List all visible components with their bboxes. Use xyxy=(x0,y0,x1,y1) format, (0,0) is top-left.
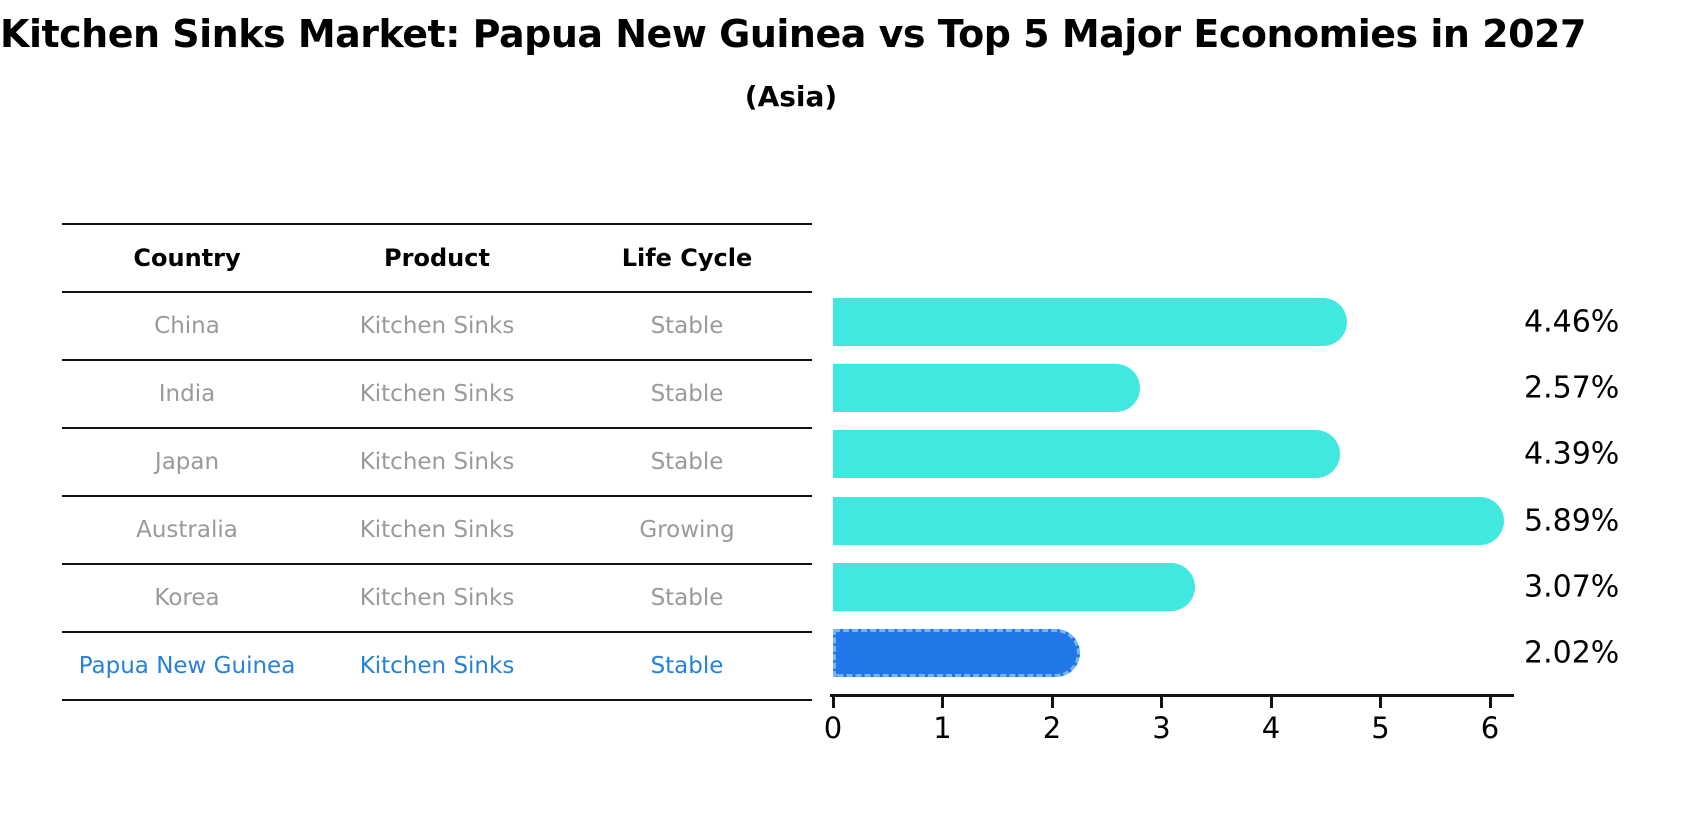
tick-label: 0 xyxy=(823,711,843,745)
value-label: 3.07% xyxy=(1524,569,1620,605)
x-axis-line xyxy=(830,694,1514,697)
bar-row: 5.89% xyxy=(833,488,1619,554)
table-row: Australia Kitchen Sinks Growing xyxy=(62,497,812,565)
cell-country: India xyxy=(158,381,216,407)
column-header-lifecycle: Life Cycle xyxy=(621,244,753,272)
value-label: 5.89% xyxy=(1524,503,1620,538)
tick-mark xyxy=(1488,697,1492,708)
cell-product: Kitchen Sinks xyxy=(359,653,515,679)
tick-mark xyxy=(831,697,835,708)
value-label: 4.39% xyxy=(1524,436,1620,472)
tick-mark xyxy=(941,697,944,708)
bar-row: 3.07% xyxy=(833,554,1619,620)
bar xyxy=(833,298,1347,346)
chart-subtitle: (Asia) xyxy=(744,79,838,113)
cell-product: Kitchen Sinks xyxy=(359,381,515,407)
cell-country: Japan xyxy=(154,449,220,475)
cell-country: Papua New Guinea xyxy=(78,653,296,679)
bar-row: 4.46% xyxy=(833,289,1619,355)
cell-product: Kitchen Sinks xyxy=(359,313,515,339)
value-label: 2.02% xyxy=(1524,635,1620,671)
table-header-row: Country Product Life Cycle xyxy=(62,223,812,293)
tick-label: 3 xyxy=(1152,711,1171,745)
bar xyxy=(833,496,1504,545)
tick-mark xyxy=(1160,697,1163,708)
bar-row: 2.02% xyxy=(833,620,1619,686)
table-row: Japan Kitchen Sinks Stable xyxy=(62,429,812,497)
table-row: Korea Kitchen Sinks Stable xyxy=(62,565,812,633)
tick-mark xyxy=(1379,697,1382,708)
table-row: India Kitchen Sinks Stable xyxy=(62,361,812,429)
cell-lifecycle: Growing xyxy=(639,517,735,543)
cell-country: Australia xyxy=(136,517,238,543)
chart-header: Kitchen Sinks Market: Papua New Guinea v… xyxy=(0,12,1586,113)
tick-mark xyxy=(1050,697,1054,708)
cell-country: China xyxy=(154,313,220,339)
cell-product: Kitchen Sinks xyxy=(359,449,515,475)
cell-lifecycle: Stable xyxy=(650,381,724,407)
cell-lifecycle: Stable xyxy=(650,653,724,679)
cell-country: Korea xyxy=(154,585,220,611)
cell-product: Kitchen Sinks xyxy=(359,517,515,543)
table-row: China Kitchen Sinks Stable xyxy=(62,293,812,361)
chart-title: Kitchen Sinks Market: Papua New Guinea v… xyxy=(0,12,1586,56)
table-body: China Kitchen Sinks Stable India Kitchen… xyxy=(62,293,812,701)
tick-label: 5 xyxy=(1371,711,1390,745)
cell-lifecycle: Stable xyxy=(650,449,724,475)
table-row: Papua New Guinea Kitchen Sinks Stable xyxy=(62,633,812,701)
plot-area: 4.46% 2.57% 4.39% 5.89% 3.07% 2.02% xyxy=(833,289,1619,687)
column-header-country: Country xyxy=(133,244,241,272)
data-table: Country Product Life Cycle China Kitchen… xyxy=(62,223,812,701)
bar xyxy=(833,364,1140,413)
bar xyxy=(833,430,1340,479)
value-label: 2.57% xyxy=(1524,370,1620,406)
bar-row: 4.39% xyxy=(833,421,1619,487)
tick-mark xyxy=(1269,697,1273,708)
tick-label: 1 xyxy=(933,711,952,745)
tick-label: 2 xyxy=(1042,711,1062,745)
bar xyxy=(833,628,1080,677)
tick-label: 6 xyxy=(1480,711,1500,745)
tick-label: 4 xyxy=(1261,711,1281,745)
column-header-product: Product xyxy=(384,244,490,272)
bar-row: 2.57% xyxy=(833,355,1619,421)
cell-product: Kitchen Sinks xyxy=(359,585,515,611)
bar xyxy=(833,562,1195,611)
value-label: 4.46% xyxy=(1524,304,1620,340)
cell-lifecycle: Stable xyxy=(650,313,724,339)
cell-lifecycle: Stable xyxy=(650,585,724,611)
